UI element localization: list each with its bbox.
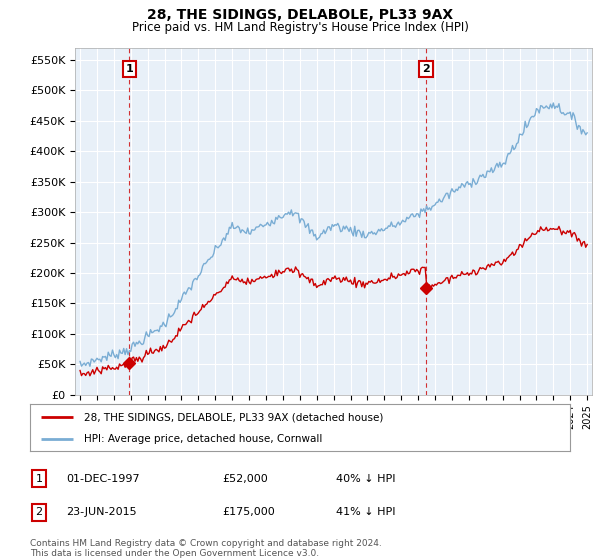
Text: 2: 2 xyxy=(422,64,430,74)
Text: HPI: Average price, detached house, Cornwall: HPI: Average price, detached house, Corn… xyxy=(84,434,322,444)
Text: £52,000: £52,000 xyxy=(222,474,268,484)
Text: 23-JUN-2015: 23-JUN-2015 xyxy=(66,507,137,517)
Text: 2: 2 xyxy=(35,507,43,517)
Text: 40% ↓ HPI: 40% ↓ HPI xyxy=(336,474,395,484)
Text: 01-DEC-1997: 01-DEC-1997 xyxy=(66,474,140,484)
Text: 41% ↓ HPI: 41% ↓ HPI xyxy=(336,507,395,517)
Text: 28, THE SIDINGS, DELABOLE, PL33 9AX (detached house): 28, THE SIDINGS, DELABOLE, PL33 9AX (det… xyxy=(84,412,383,422)
Text: 1: 1 xyxy=(125,64,133,74)
Text: £175,000: £175,000 xyxy=(222,507,275,517)
Text: Contains HM Land Registry data © Crown copyright and database right 2024.
This d: Contains HM Land Registry data © Crown c… xyxy=(30,539,382,558)
Text: 1: 1 xyxy=(35,474,43,484)
Text: Price paid vs. HM Land Registry's House Price Index (HPI): Price paid vs. HM Land Registry's House … xyxy=(131,21,469,34)
Text: 28, THE SIDINGS, DELABOLE, PL33 9AX: 28, THE SIDINGS, DELABOLE, PL33 9AX xyxy=(147,8,453,22)
